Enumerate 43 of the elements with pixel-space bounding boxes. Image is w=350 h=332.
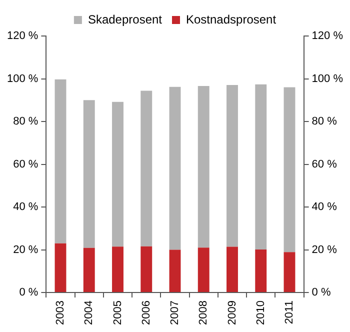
- x-tick-label: 2009: [226, 300, 238, 326]
- y-tick-label: 0 %: [19, 286, 38, 299]
- x-tick-label: 2006: [140, 300, 152, 326]
- y2-tick-label: 20 %: [312, 244, 338, 256]
- bar: [255, 84, 267, 250]
- bar: [140, 246, 152, 292]
- bar: [112, 246, 124, 292]
- legend-label: Skadeprosent: [88, 12, 163, 26]
- legend-label: Kostnadsprosent: [186, 12, 277, 26]
- y2-tick-label: 100 %: [312, 72, 344, 85]
- bar: [169, 86, 181, 250]
- bar: [226, 246, 238, 292]
- bar: [198, 248, 210, 292]
- bar: [112, 102, 124, 247]
- y-tick-label: 20 %: [13, 244, 38, 256]
- x-tick-label: 2011: [284, 300, 296, 324]
- y-tick-label: 80 %: [13, 116, 38, 128]
- bar: [226, 84, 238, 247]
- bar: [169, 250, 181, 292]
- x-tick-label: 2005: [112, 300, 124, 326]
- bar: [54, 243, 66, 292]
- y2-tick-label: 0 %: [312, 286, 331, 299]
- bar: [140, 90, 152, 246]
- x-tick-label: 2003: [54, 300, 67, 326]
- x-tick-label: 2004: [83, 300, 96, 326]
- y2-tick-label: 60 %: [312, 158, 338, 170]
- bar: [284, 87, 296, 252]
- bar: [198, 86, 210, 248]
- y-tick-label: 60 %: [13, 158, 38, 170]
- bar: [255, 250, 267, 292]
- bar: [284, 252, 296, 292]
- y-tick-label: 40 %: [13, 201, 38, 214]
- y-tick-label: 120 %: [6, 30, 38, 42]
- y2-tick-label: 120 %: [312, 30, 344, 42]
- y-tick-label: 100 %: [6, 72, 38, 85]
- x-tick-label: 2008: [198, 300, 210, 326]
- bar: [83, 248, 95, 292]
- bar: [83, 100, 95, 248]
- y2-tick-label: 80 %: [312, 116, 338, 128]
- x-tick-label: 2010: [254, 300, 267, 326]
- bar: [54, 79, 66, 244]
- y2-tick-label: 40 %: [312, 201, 338, 214]
- x-tick-label: 2007: [169, 300, 182, 326]
